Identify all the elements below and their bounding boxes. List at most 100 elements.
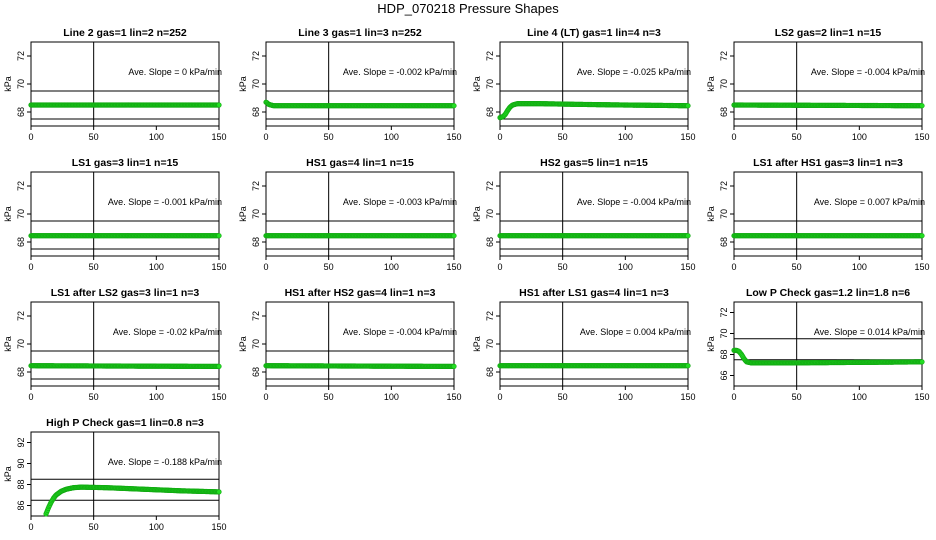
y-axis-label: kPa	[3, 76, 13, 92]
plot-frame	[499, 171, 689, 257]
y-tick-label: 70	[485, 339, 495, 349]
y-tick-label: 70	[251, 79, 261, 89]
chart-panel-10: HS1 after HS2 gas=4 lin=1 n=3 0 50 100 150 68…	[238, 287, 462, 402]
x-tick-label: 150	[680, 132, 695, 142]
slope-annotation: Ave. Slope = -0.004 kPa/min	[811, 67, 925, 77]
slope-annotation: Ave. Slope = -0.02 kPa/min	[113, 327, 222, 337]
x-tick-label: 50	[89, 262, 99, 272]
x-tick-label: 100	[618, 262, 633, 272]
y-tick-label: 72	[16, 181, 26, 191]
y-tick-label: 68	[719, 237, 729, 247]
y-tick-label: 72	[719, 181, 729, 191]
panel-title: LS1 gas=3 lin=1 n=15	[72, 157, 179, 169]
data-point	[685, 363, 691, 369]
data-point	[685, 233, 691, 239]
panel-title: High P Check gas=1 lin=0.8 n=3	[46, 417, 204, 429]
x-tick-label: 50	[89, 392, 99, 402]
slope-annotation: Ave. Slope = -0.003 kPa/min	[343, 197, 457, 207]
data-series	[28, 233, 222, 239]
slope-annotation: Ave. Slope = -0.002 kPa/min	[343, 67, 457, 77]
data-point	[919, 103, 925, 109]
x-tick-label: 100	[149, 132, 164, 142]
plot-frame	[30, 301, 220, 387]
panel-title: HS1 after LS1 gas=4 lin=1 n=3	[519, 287, 669, 299]
chart-panel-4: LS2 gas=2 lin=1 n=15 0 50 100 150 68 70 72 kPa Av…	[706, 27, 930, 142]
y-tick-label: 70	[719, 328, 729, 338]
y-tick-label: 70	[16, 209, 26, 219]
y-axis-label: kPa	[3, 336, 13, 352]
x-tick-label: 50	[324, 392, 334, 402]
x-tick-label: 0	[28, 132, 33, 142]
x-tick-label: 100	[149, 262, 164, 272]
slope-annotation: Ave. Slope = 0.007 kPa/min	[814, 197, 925, 207]
slope-annotation: Ave. Slope = -0.004 kPa/min	[343, 327, 457, 337]
y-tick-label: 72	[251, 311, 261, 321]
y-axis-label: kPa	[238, 336, 248, 352]
slope-annotation: Ave. Slope = 0 kPa/min	[128, 67, 222, 77]
data-point	[216, 489, 222, 495]
panel-title: LS1 after LS2 gas=3 lin=1 n=3	[51, 287, 200, 299]
y-tick-label: 68	[485, 367, 495, 377]
y-tick-label: 68	[719, 349, 729, 359]
x-tick-label: 50	[558, 132, 568, 142]
plot-frame	[265, 41, 455, 127]
x-tick-label: 0	[731, 262, 736, 272]
y-tick-label: 68	[485, 237, 495, 247]
data-series	[28, 102, 222, 108]
y-axis-label: kPa	[472, 336, 482, 352]
y-axis-label: kPa	[706, 76, 716, 92]
data-point	[919, 233, 925, 239]
y-tick-label: 70	[719, 209, 729, 219]
x-tick-label: 150	[680, 392, 695, 402]
data-point	[685, 103, 691, 109]
x-tick-label: 50	[324, 132, 334, 142]
y-axis-label: kPa	[472, 206, 482, 222]
x-tick-label: 150	[211, 392, 226, 402]
y-tick-label: 70	[251, 339, 261, 349]
page-title: HDP_070218 Pressure Shapes	[377, 1, 559, 16]
slope-annotation: Ave. Slope = -0.004 kPa/min	[577, 197, 691, 207]
x-tick-label: 100	[852, 262, 867, 272]
data-series	[731, 102, 925, 109]
x-tick-label: 100	[149, 392, 164, 402]
x-tick-label: 100	[149, 522, 164, 532]
x-tick-label: 50	[89, 132, 99, 142]
y-tick-label: 68	[251, 107, 261, 117]
y-tick-label: 70	[16, 339, 26, 349]
plot-frame	[733, 171, 923, 257]
y-tick-label: 68	[485, 107, 495, 117]
panel-title: Line 2 gas=1 lin=2 n=252	[63, 27, 187, 39]
y-tick-label: 92	[16, 437, 26, 447]
x-tick-label: 100	[618, 132, 633, 142]
x-tick-label: 150	[914, 132, 929, 142]
x-tick-label: 50	[324, 262, 334, 272]
y-axis-label: kPa	[238, 206, 248, 222]
panel-title: HS2 gas=5 lin=1 n=15	[540, 157, 648, 169]
plot-frame	[733, 41, 923, 127]
plot-frame	[30, 41, 220, 127]
y-tick-label: 68	[16, 237, 26, 247]
y-axis-label: kPa	[706, 336, 716, 352]
data-series	[263, 233, 457, 239]
x-tick-label: 0	[28, 522, 33, 532]
data-series	[497, 233, 691, 239]
y-tick-label: 72	[485, 311, 495, 321]
y-tick-label: 72	[251, 181, 261, 191]
panel-title: Line 3 gas=1 lin=3 n=252	[298, 27, 422, 39]
y-tick-label: 72	[719, 307, 729, 317]
panel-title: LS2 gas=2 lin=1 n=15	[775, 27, 882, 39]
data-point	[451, 363, 457, 370]
chart-panel-3: Line 4 (LT) gas=1 lin=4 n=3 0 50 100 150 68 70…	[472, 27, 696, 142]
chart-panel-2: Line 3 gas=1 lin=3 n=252 0 50 100 150 68 70 72 k…	[238, 27, 462, 142]
data-series	[263, 363, 457, 370]
x-tick-label: 50	[558, 392, 568, 402]
data-series	[497, 100, 691, 121]
chart-panel-7: HS2 gas=5 lin=1 n=15 0 50 100 150 68 70 72 kPa Av…	[472, 157, 696, 272]
plot-frame	[265, 301, 455, 387]
x-tick-label: 150	[914, 392, 929, 402]
plot-frame	[265, 171, 455, 257]
y-tick-label: 70	[251, 209, 261, 219]
y-tick-label: 72	[485, 51, 495, 61]
plot-frame	[499, 301, 689, 387]
